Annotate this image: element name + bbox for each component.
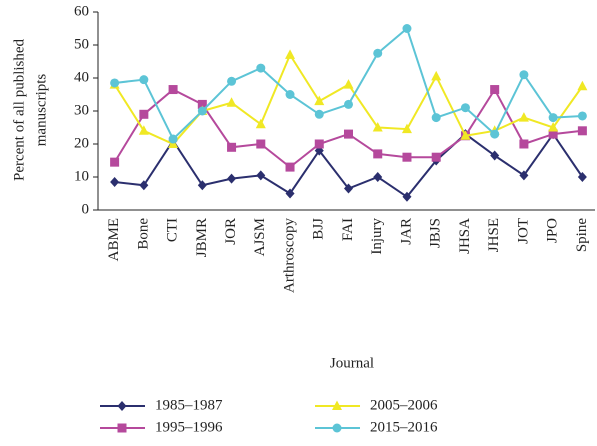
data-point [402, 24, 412, 33]
data-point [197, 106, 207, 116]
data-point [256, 63, 266, 73]
x-tick-label: Spine [574, 218, 590, 253]
data-point [548, 113, 558, 123]
data-point [197, 99, 207, 109]
x-tick-label: JAR [398, 218, 414, 245]
data-point [110, 157, 120, 167]
data-point [343, 79, 354, 89]
x-tick-label: Arthroscopy [281, 218, 297, 293]
x-tick-label: JHSE [486, 218, 502, 252]
y-tick-label: 60 [74, 3, 89, 19]
legend-marker [117, 423, 127, 433]
x-tick-label: CTI [165, 218, 181, 242]
data-point [460, 103, 470, 113]
data-point [518, 112, 529, 122]
y-axis-label: Percent of all published manuscripts [11, 38, 49, 181]
data-point [285, 188, 295, 199]
data-point [285, 90, 295, 99]
data-point [577, 126, 587, 136]
data-point [490, 129, 500, 139]
data-point [577, 111, 587, 121]
y-tick-label: 0 [82, 201, 90, 217]
data-point [139, 75, 149, 85]
legend-marker [332, 400, 342, 410]
data-point [255, 118, 266, 129]
data-point [168, 85, 178, 95]
data-point [110, 176, 120, 187]
x-tick-label: JBJS [428, 218, 444, 248]
x-tick-label: Injury [369, 218, 385, 255]
y-tick-label: 30 [74, 102, 89, 118]
data-point [490, 150, 500, 161]
data-point [373, 149, 383, 159]
legend-label: 2015–2016 [370, 419, 438, 435]
data-point [344, 99, 353, 109]
data-point [373, 48, 383, 58]
x-tick-label: FAI [340, 218, 356, 241]
data-point [431, 70, 442, 81]
data-point [139, 180, 149, 191]
data-point [227, 76, 237, 86]
data-point [519, 70, 529, 80]
data-point [519, 170, 529, 181]
data-point [285, 162, 295, 172]
x-tick-label: ABME [106, 218, 122, 261]
x-tick-label: BJJ [311, 218, 327, 240]
data-point [372, 122, 383, 132]
x-tick-label: JOR [223, 218, 239, 245]
x-tick-label: Bone [135, 218, 151, 250]
data-point [490, 85, 500, 95]
legend-label: 1985–1987 [155, 397, 223, 413]
y-tick-label: 10 [74, 168, 89, 184]
legend-marker [117, 401, 127, 411]
data-point [519, 139, 529, 149]
legend-label: 2005–2006 [370, 397, 438, 413]
data-point [110, 78, 120, 88]
x-axis-label: Journal [330, 355, 374, 371]
data-point [226, 97, 237, 107]
data-point [344, 183, 353, 194]
legend-label: 1995–1996 [155, 419, 223, 435]
legend-marker [332, 423, 342, 433]
data-point [373, 172, 383, 182]
y-tick-label: 20 [74, 135, 89, 151]
y-tick-label: 40 [74, 69, 89, 85]
data-point [401, 123, 412, 134]
data-point [314, 109, 324, 119]
data-point [227, 142, 237, 152]
data-point [577, 80, 588, 91]
data-point [314, 139, 324, 149]
y-axis-label-line: manuscripts [33, 74, 49, 147]
data-point [138, 125, 149, 135]
x-tick-label: JHSA [457, 218, 473, 254]
data-point [548, 122, 559, 132]
data-point [548, 129, 558, 139]
data-point [431, 152, 441, 162]
y-tick-label: 50 [74, 36, 89, 52]
data-point [168, 134, 178, 144]
x-tick-label: JBMR [194, 218, 210, 257]
y-axis-label-line: Percent of all published [11, 38, 27, 181]
data-point [256, 170, 266, 181]
data-point [402, 191, 412, 202]
data-point [402, 152, 412, 162]
data-point [256, 139, 266, 149]
data-point [227, 173, 237, 184]
data-point [431, 113, 441, 123]
data-point [314, 95, 325, 106]
data-point [285, 49, 296, 59]
x-tick-label: JOT [515, 218, 531, 244]
data-point [577, 172, 587, 182]
data-point [139, 109, 149, 119]
data-point [197, 180, 207, 191]
data-point [344, 129, 353, 139]
x-tick-label: JPO [545, 218, 561, 243]
x-tick-label: AJSM [252, 218, 268, 256]
data-point [460, 130, 471, 140]
